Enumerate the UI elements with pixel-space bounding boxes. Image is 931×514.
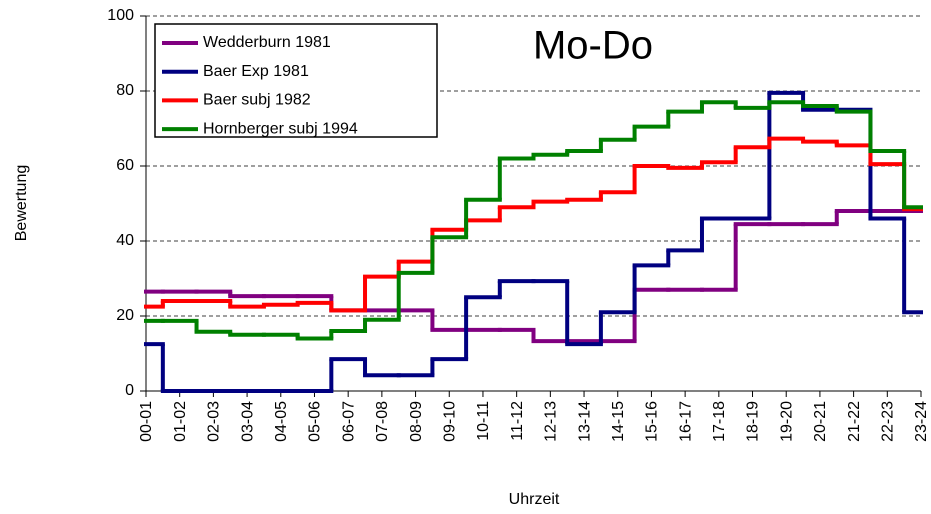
x-tick-label: 18-19 [745,401,762,442]
x-tick-label: 06-07 [340,401,357,442]
x-tick-label: 01-02 [172,401,189,442]
x-tick-label: 05-06 [307,401,324,442]
x-tick-label: 22-23 [880,401,897,442]
x-tick-label: 00-01 [138,401,155,442]
x-tick-label: 07-08 [374,401,391,442]
y-tick-label: 100 [107,7,134,24]
x-tick-label: 23-24 [913,401,930,442]
x-tick-label: 16-17 [677,401,694,442]
legend-label: Baer Exp 1981 [203,63,309,80]
y-tick-label: 60 [116,157,134,174]
chart-title: Mo-Do [533,24,653,68]
x-tick-label: 11-12 [509,401,526,441]
x-tick-label: 14-15 [610,401,627,442]
x-tick-label: 21-22 [846,401,863,442]
legend-label: Wedderburn 1981 [203,34,331,51]
x-tick-label: 19-20 [778,401,795,442]
legend-label: Baer subj 1982 [203,92,311,109]
x-tick-label: 12-13 [543,401,560,442]
y-tick-label: 0 [125,382,134,399]
x-tick-label: 09-10 [441,401,458,442]
x-tick-label: 08-09 [408,401,425,442]
x-tick-label: 15-16 [644,401,661,442]
x-tick-label: 02-03 [206,401,223,442]
legend-box [154,23,438,138]
x-tick-label: 04-05 [273,401,290,442]
x-tick-label: 20-21 [812,401,829,442]
y-tick-label: 80 [116,82,134,99]
y-tick-label: 40 [116,232,134,249]
legend-label: Hornberger subj 1994 [203,120,358,137]
x-axis-label: Uhrzeit [509,491,560,508]
x-tick-label: 10-11 [475,401,492,441]
x-tick-label: 13-14 [576,401,593,442]
x-tick-label: 17-18 [711,401,728,442]
y-axis-label: Bewertung [13,165,30,242]
y-tick-label: 20 [116,307,134,324]
x-tick-label: 03-04 [239,401,256,442]
